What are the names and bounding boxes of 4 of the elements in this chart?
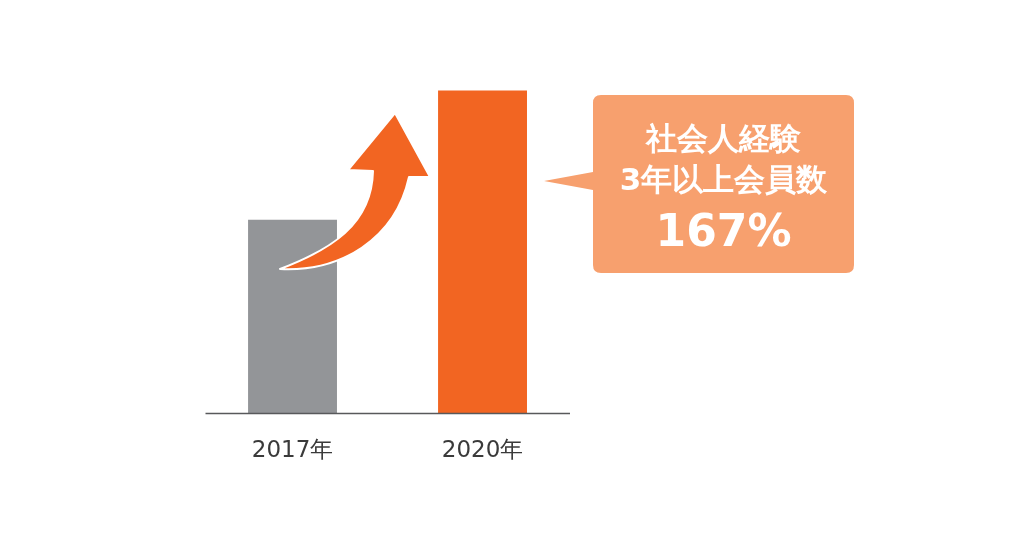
text: 社会人経験 3年以上会員数 — [619, 119, 829, 197]
x-tick-label: 2017年 — [251, 435, 334, 462]
x-tick-label: 2020年 — [441, 435, 524, 462]
text: 167% — [655, 205, 792, 256]
